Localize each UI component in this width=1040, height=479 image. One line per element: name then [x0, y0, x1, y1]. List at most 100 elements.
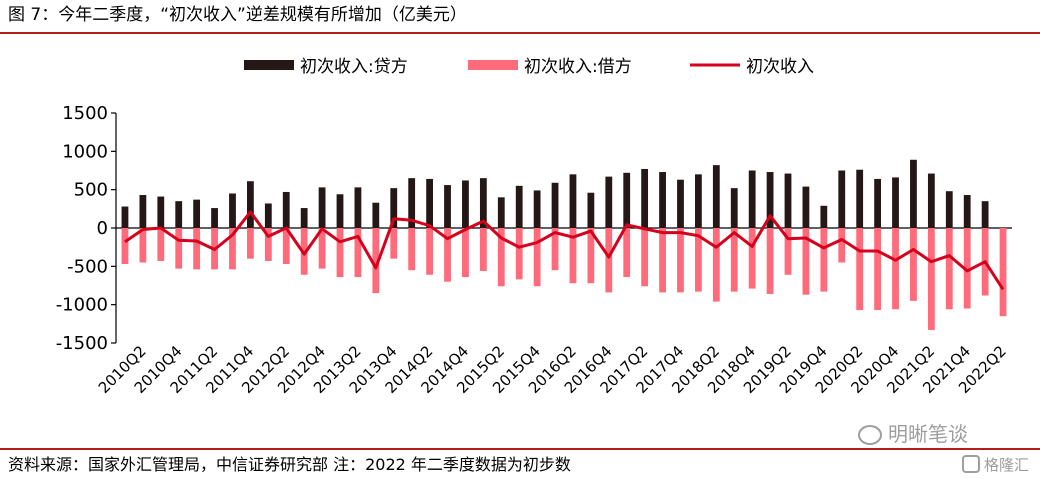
- bar-debit-2015Q2: [497, 228, 505, 287]
- bar-debit-2012Q1: [264, 228, 272, 261]
- bar-credit-2013Q3: [372, 202, 380, 228]
- bar-credit-2011Q2: [211, 208, 218, 228]
- bar-debit-2021Q3: [945, 228, 953, 310]
- bar-credit-2013Q2: [354, 187, 362, 228]
- bar-credit-2014Q4: [462, 180, 469, 228]
- bar-credit-2016Q2: [569, 174, 577, 228]
- bar-credit-2013Q4: [390, 188, 398, 228]
- watermark-2-text: 格隆汇: [984, 456, 1030, 474]
- bar-credit-2017Q1: [623, 172, 631, 228]
- y-tick-label: 1500: [62, 103, 108, 124]
- y-tick-label: 500: [74, 180, 108, 201]
- net-income-line: [124, 210, 1005, 291]
- bar-debit-2015Q3: [515, 228, 523, 280]
- legend-label-1: 初次收入:贷方: [300, 57, 408, 77]
- y-tick-label: 1000: [62, 141, 108, 162]
- watermark: 明晰笔谈: [858, 418, 968, 447]
- bar-debit-2012Q3: [300, 228, 308, 275]
- bar-credit-2017Q2: [641, 168, 649, 228]
- line-layer: [124, 210, 1005, 291]
- bar-credit-2021Q4: [963, 195, 971, 228]
- bar-debit-2011Q3: [229, 228, 236, 270]
- bar-debit-2011Q4: [247, 228, 254, 259]
- bar-debit-2014Q1: [408, 228, 416, 271]
- legend-label-2: 初次收入:借方: [524, 57, 632, 77]
- bar-debit-2018Q2: [712, 228, 720, 302]
- bar-credit-2019Q4: [820, 205, 828, 228]
- bar-debit-2018Q1: [695, 228, 702, 292]
- bar-debit-2020Q3: [874, 228, 881, 311]
- bar-debit-2014Q3: [444, 228, 451, 282]
- bars-layer: [121, 159, 1007, 330]
- bar-debit-2021Q4: [963, 228, 971, 309]
- bar-debit-2010Q4: [175, 228, 183, 269]
- bar-debit-2016Q3: [587, 228, 595, 284]
- bar-credit-2014Q2: [426, 178, 433, 228]
- bar-credit-2015Q4: [533, 190, 541, 228]
- bar-debit-2011Q1: [193, 228, 201, 270]
- bar-credit-2020Q2: [856, 169, 864, 228]
- bar-debit-2019Q4: [820, 228, 828, 292]
- y-tick-label: 0: [97, 218, 108, 239]
- bar-debit-2020Q4: [892, 228, 899, 310]
- bar-credit-2012Q4: [318, 187, 326, 228]
- bar-debit-2014Q2: [426, 228, 433, 275]
- bar-credit-2014Q1: [408, 178, 416, 228]
- bar-credit-2014Q3: [444, 185, 451, 228]
- bottom-rule: [0, 448, 1040, 450]
- bar-debit-2019Q1: [766, 228, 774, 294]
- bar-credit-2011Q4: [247, 181, 254, 228]
- bar-debit-2015Q1: [479, 228, 487, 271]
- bar-credit-2017Q3: [659, 172, 666, 228]
- bar-credit-2011Q1: [193, 199, 201, 228]
- bar-credit-2019Q1: [766, 172, 774, 228]
- top-rule: [0, 32, 1040, 34]
- y-tick-label: -500: [67, 256, 108, 277]
- bar-credit-2016Q3: [587, 192, 595, 228]
- bar-debit-2017Q1: [623, 228, 631, 278]
- watermark-text: 明晰笔谈: [888, 422, 968, 446]
- bar-debit-2019Q3: [802, 228, 810, 295]
- bar-debit-2015Q4: [533, 228, 541, 287]
- bar-credit-2019Q2: [784, 173, 792, 228]
- bar-credit-2010Q3: [157, 196, 165, 228]
- bar-debit-2021Q1: [910, 228, 917, 301]
- bar-credit-2018Q3: [730, 188, 738, 228]
- bar-debit-2018Q4: [748, 228, 756, 289]
- y-tick-label: -1000: [56, 295, 108, 316]
- bar-debit-2013Q1: [336, 228, 344, 278]
- bar-credit-2020Q4: [892, 177, 899, 228]
- bar-credit-2013Q1: [336, 194, 344, 228]
- bar-credit-2021Q2: [927, 173, 935, 228]
- bar-credit-2015Q1: [479, 178, 487, 228]
- wechat-icon: [858, 425, 882, 445]
- bar-credit-2021Q1: [910, 159, 917, 228]
- y-tick-label: -1500: [56, 333, 108, 354]
- bar-credit-2015Q2: [497, 197, 505, 228]
- bar-debit-2016Q4: [605, 228, 613, 293]
- bar-credit-2022Q1: [981, 201, 989, 228]
- bar-debit-2022Q2: [999, 228, 1007, 317]
- bar-credit-2018Q2: [712, 165, 720, 228]
- bar-debit-2020Q2: [856, 228, 864, 311]
- bar-debit-2010Q3: [157, 228, 165, 261]
- logo-icon: [962, 455, 980, 473]
- bar-credit-2017Q4: [677, 179, 684, 228]
- bar-credit-2019Q3: [802, 186, 810, 228]
- bar-credit-2010Q1: [121, 206, 129, 228]
- bar-credit-2018Q1: [695, 174, 702, 228]
- x-tick-labels: 2010Q22010Q42011Q22011Q42012Q22012Q42013…: [95, 342, 1010, 397]
- bar-debit-2017Q3: [659, 228, 666, 293]
- bar-credit-2018Q4: [748, 170, 756, 228]
- source-note: 资料来源：国家外汇管理局，中信证券研究部 注：2022 年二季度数据为初步数: [8, 455, 571, 474]
- bar-debit-2013Q2: [354, 228, 362, 278]
- bar-debit-2017Q2: [641, 228, 649, 287]
- legend: 初次收入:贷方 初次收入:借方 初次收入: [244, 57, 814, 77]
- bar-credit-2021Q3: [945, 191, 953, 228]
- chart-title: 图 7：今年二季度，“初次收入”逆差规模有所增加（亿美元）: [8, 5, 467, 25]
- bar-credit-2010Q2: [139, 195, 147, 228]
- bar-debit-2019Q2: [784, 228, 792, 275]
- bar-debit-2016Q1: [551, 228, 559, 271]
- bar-credit-2012Q2: [282, 191, 290, 228]
